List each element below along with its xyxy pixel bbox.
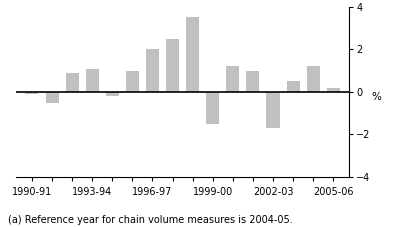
- Bar: [266, 92, 279, 128]
- Text: 1999-00: 1999-00: [193, 187, 233, 197]
- Bar: [25, 92, 39, 94]
- Bar: [166, 39, 179, 92]
- Text: 2002-03: 2002-03: [253, 187, 293, 197]
- Bar: [206, 92, 219, 124]
- Bar: [66, 73, 79, 92]
- Bar: [46, 92, 59, 103]
- Bar: [186, 17, 199, 92]
- Bar: [226, 66, 239, 92]
- Bar: [126, 71, 139, 92]
- Y-axis label: %: %: [371, 92, 381, 102]
- Bar: [327, 88, 340, 92]
- Text: 1993-94: 1993-94: [72, 187, 112, 197]
- Text: (a) Reference year for chain volume measures is 2004-05.: (a) Reference year for chain volume meas…: [8, 215, 293, 225]
- Bar: [146, 49, 159, 92]
- Bar: [86, 69, 99, 92]
- Bar: [247, 71, 260, 92]
- Text: 1990-91: 1990-91: [12, 187, 52, 197]
- Bar: [106, 92, 119, 96]
- Bar: [306, 66, 320, 92]
- Text: 2005-06: 2005-06: [313, 187, 354, 197]
- Text: 1996-97: 1996-97: [132, 187, 173, 197]
- Bar: [287, 81, 300, 92]
